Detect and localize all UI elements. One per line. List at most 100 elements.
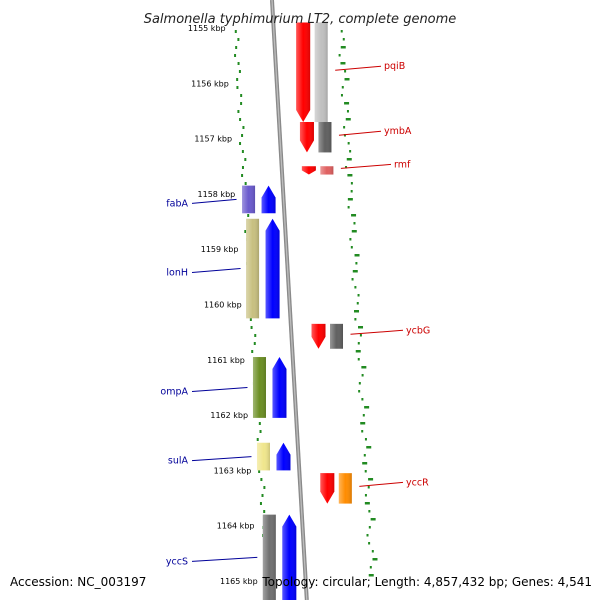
gene-arrow-yccS (282, 514, 297, 600)
gene-label-yccR: yccR (406, 477, 429, 488)
gc-dot (361, 398, 364, 401)
gc-dot (358, 382, 361, 385)
gc-dot (368, 510, 371, 513)
gc-dot (347, 198, 353, 201)
gc-dot (346, 110, 349, 113)
gc-dot (357, 342, 360, 345)
gc-dot (347, 142, 350, 145)
gc-dot (251, 350, 254, 353)
gc-dot (362, 414, 365, 417)
gc-dot (263, 510, 266, 513)
gc-dot (366, 534, 369, 537)
gc-dot (340, 46, 346, 49)
gc-dot (368, 574, 374, 577)
gc-dot (244, 182, 247, 185)
gc-dot (354, 286, 357, 289)
gc-dot (241, 166, 244, 169)
gene-labels: pqiB ymbA rmf ycbG yccR fabA lonH ompA sulA yccS (160, 61, 430, 567)
gc-dot (240, 102, 243, 105)
gc-dot (240, 94, 243, 97)
gc-dot (344, 102, 350, 105)
gc-dot (236, 78, 239, 81)
gc-dot (370, 518, 376, 521)
gc-dot (347, 174, 353, 177)
cog-block-ymbA (318, 122, 332, 153)
gc-dot (356, 302, 359, 305)
kbp-tick-label: 1158 kbp (198, 190, 236, 199)
label-leader-yccS (191, 556, 258, 562)
gc-dot (340, 30, 343, 33)
gene-arrow-sulA (276, 442, 291, 471)
gene-track (261, 22, 335, 600)
gc-dot (244, 158, 247, 161)
gc-dot (351, 214, 357, 217)
gene-label-fabA: fabA (166, 198, 188, 209)
gene-label-pqiB: pqiB (384, 61, 405, 72)
gc-dot (241, 150, 244, 153)
kbp-tick-label: 1155 kbp (188, 24, 226, 33)
label-leader-pqiB (335, 65, 382, 71)
gc-dot (364, 406, 370, 409)
gene-label-yccS: yccS (166, 556, 188, 567)
gc-dot (259, 430, 262, 433)
kbp-tick-label: 1159 kbp (201, 245, 239, 254)
gc-dot (358, 390, 361, 393)
label-leader-fabA (191, 198, 237, 204)
gc-dot (260, 478, 263, 481)
gc-dot (345, 118, 351, 121)
kbp-tick-label: 1161 kbp (207, 356, 245, 365)
gc-dot (350, 182, 353, 185)
cog-block-fabA (242, 185, 256, 214)
gene-label-ompA: ompA (160, 386, 188, 397)
gc-dot (239, 142, 242, 145)
gc-dot (244, 230, 247, 233)
gc-dot (372, 558, 378, 561)
gc-dot (346, 158, 352, 161)
gc-dot (357, 294, 360, 297)
gc-dot (358, 326, 364, 329)
label-leader-ompA (191, 386, 248, 392)
gene-arrow-fabA (261, 185, 276, 214)
kbp-tick-label: 1156 kbp (191, 79, 229, 88)
gc-dot (363, 454, 366, 457)
cog-block-sulA (256, 442, 270, 471)
gc-dot (361, 366, 367, 369)
kbp-tick-label: 1160 kbp (204, 301, 242, 310)
gc-dot (366, 446, 372, 449)
gc-dot (347, 206, 350, 209)
gc-dot (355, 350, 361, 353)
kbp-tick-label: 1157 kbp (194, 135, 232, 144)
gene-arrow-rmf (301, 166, 316, 175)
gc-dot (357, 358, 360, 361)
gc-dot (352, 270, 358, 273)
gc-dot (343, 126, 346, 129)
gc-dot (351, 230, 357, 233)
cog-block-lonH (246, 218, 260, 319)
gc-dot (364, 502, 370, 505)
gc-dot (238, 70, 241, 73)
gc-dot (364, 494, 367, 497)
gc-dot (241, 134, 244, 137)
label-leader-ymbA (338, 130, 382, 136)
gc-dot (362, 462, 368, 465)
gc-dot (340, 94, 343, 97)
gc-dot (237, 110, 240, 113)
gc-dot (235, 46, 238, 49)
gc-dot (234, 54, 237, 57)
gc-dot (343, 134, 346, 137)
gc-dot (254, 334, 257, 337)
gc-dot (259, 502, 262, 505)
gc-dot (247, 214, 250, 217)
gc-dot (256, 438, 259, 441)
gc-dot (364, 438, 367, 441)
gc-dot (354, 310, 360, 313)
gc-dot (344, 78, 350, 81)
gc-dot (355, 262, 358, 265)
gc-dot (253, 342, 256, 345)
gc-dot (263, 486, 266, 489)
cog-block-yccS (262, 514, 276, 600)
gc-dot (349, 150, 352, 153)
gc-dot (242, 126, 245, 129)
map-title: Salmonella typhimurium LT2, complete gen… (144, 12, 457, 27)
cog-block-ycbG (330, 323, 344, 349)
